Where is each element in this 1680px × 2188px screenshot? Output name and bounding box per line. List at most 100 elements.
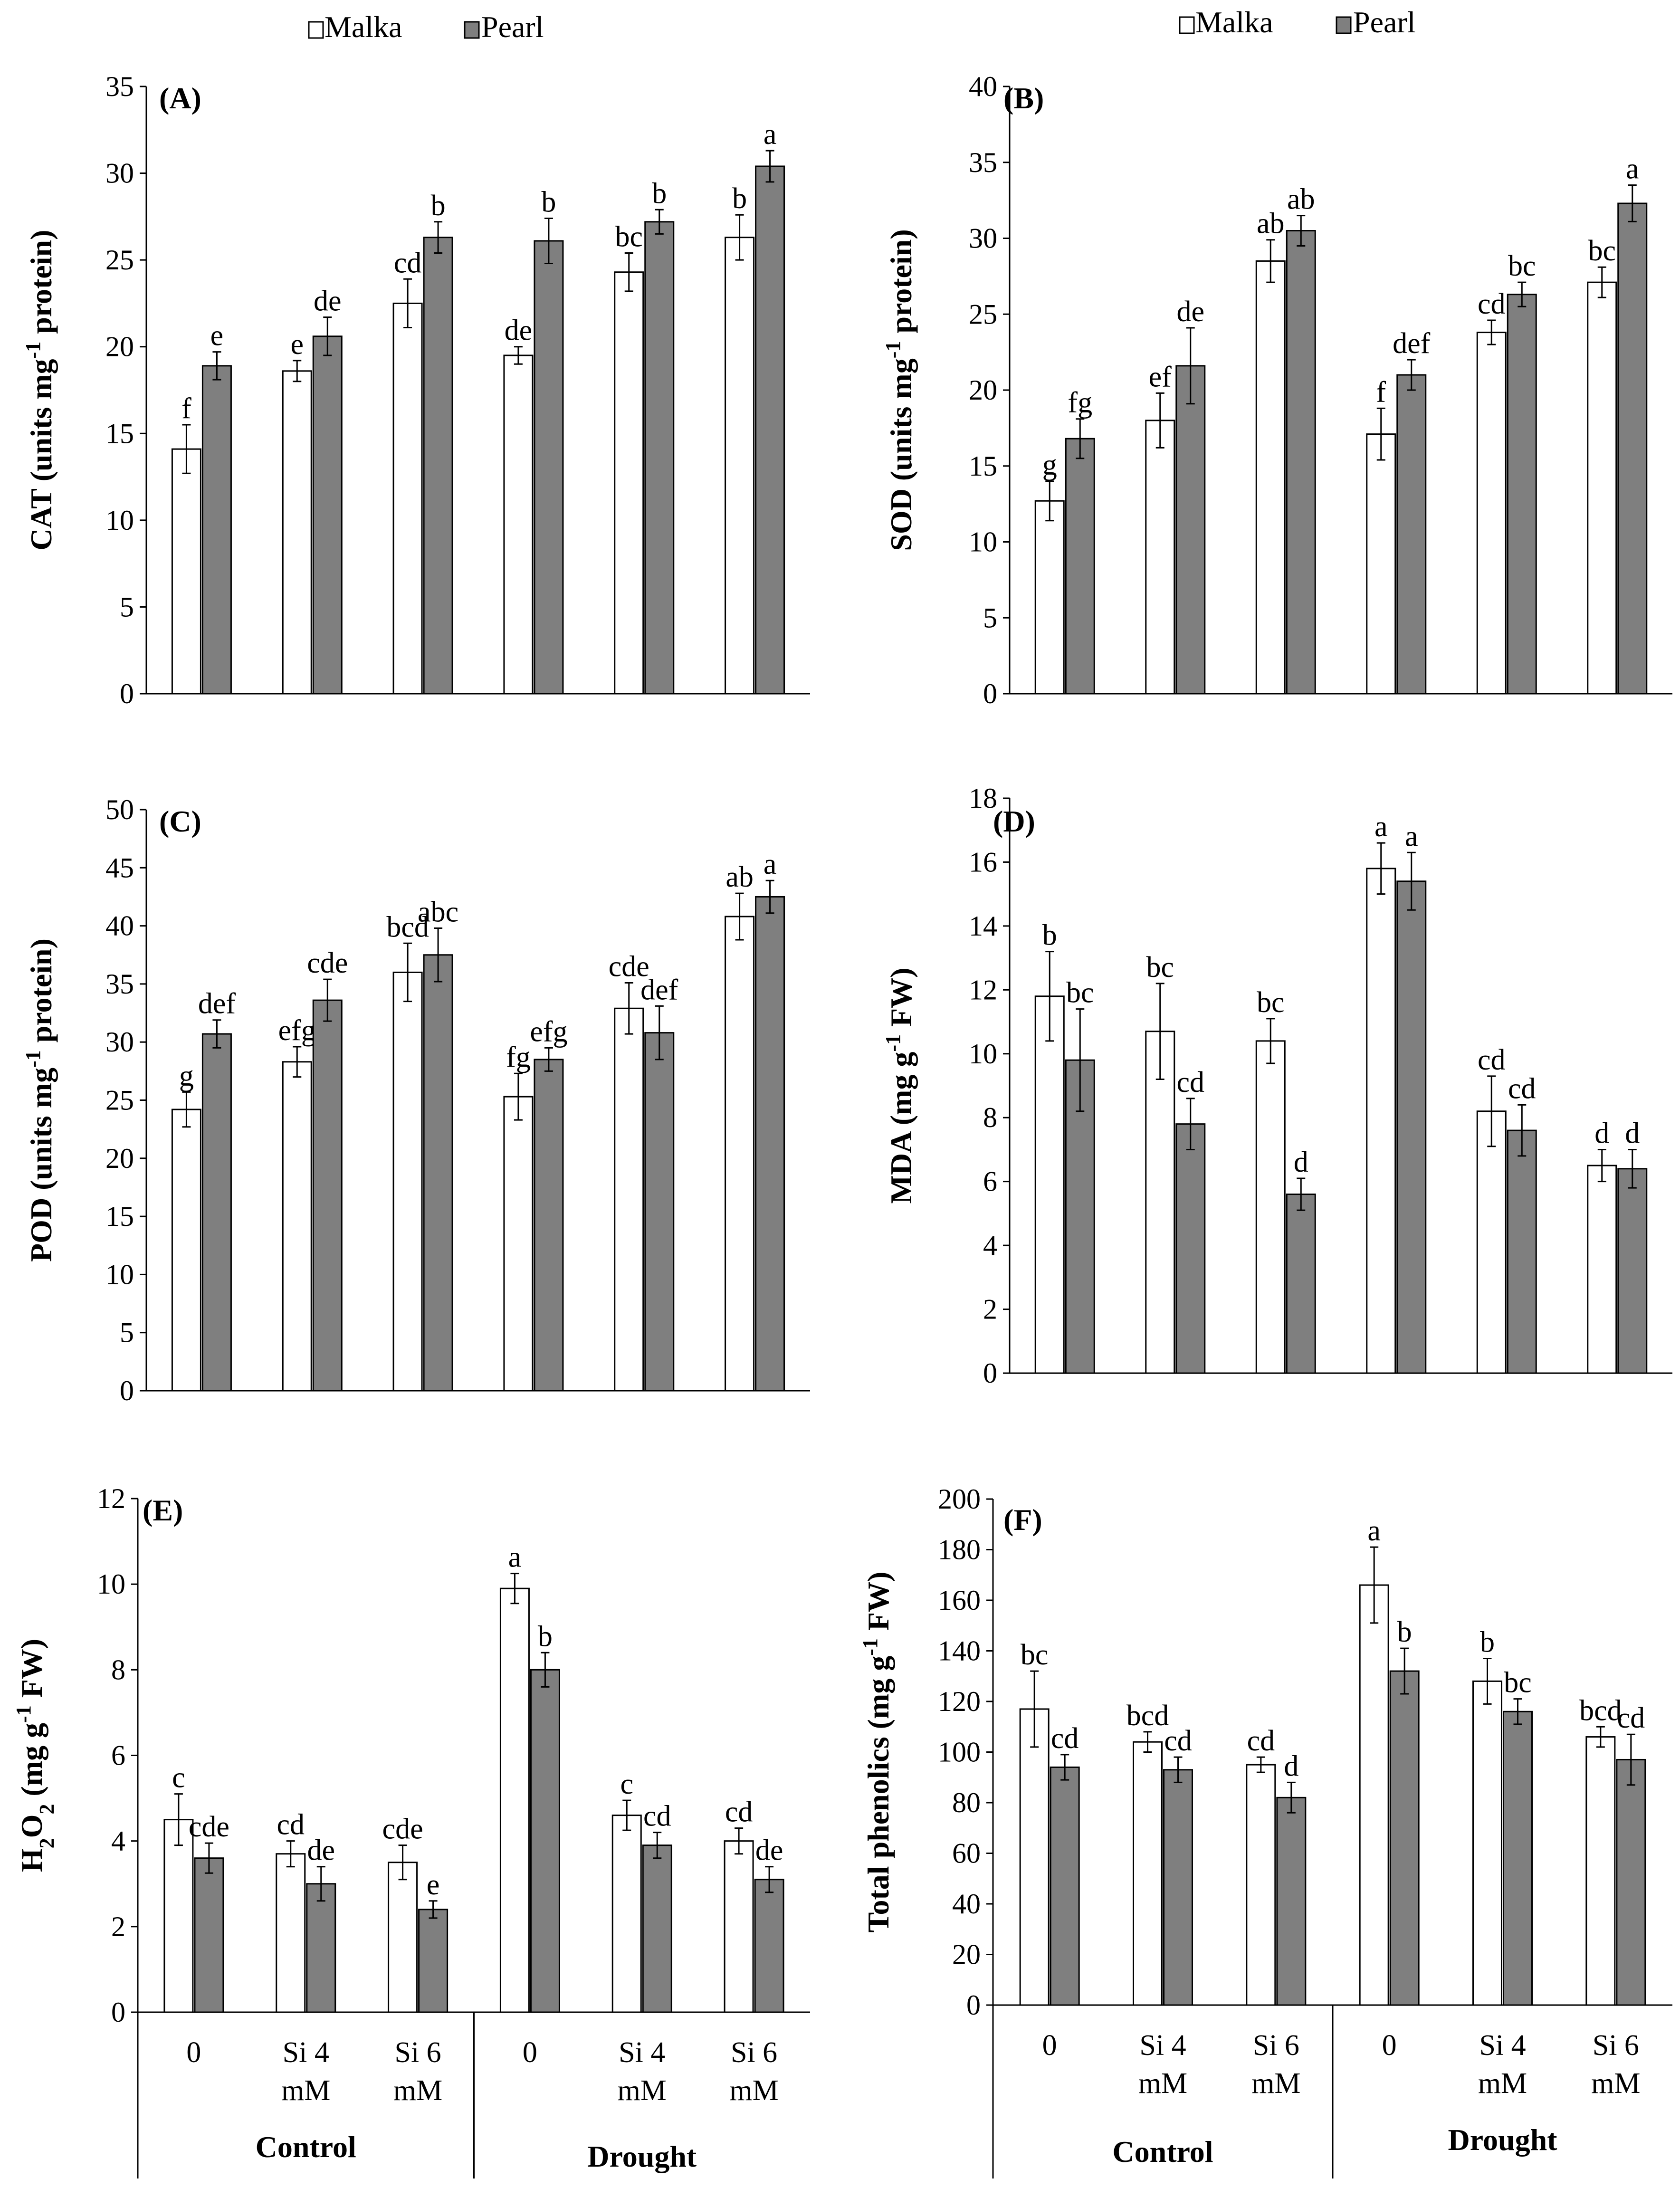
x-category-label: Si 6 mM	[729, 2036, 778, 2107]
error-bar	[1597, 1148, 1606, 1183]
bar-pearl	[754, 1879, 784, 2013]
bar-malka	[388, 1862, 418, 2013]
bar-pearl	[534, 1059, 564, 1392]
y-tick-label: 20	[952, 1939, 981, 1970]
legend-pearl-swatch	[1336, 16, 1352, 34]
x-group-label-drought: Drought	[587, 2140, 697, 2173]
y-tick-label: 200	[938, 1483, 981, 1515]
error-bar	[735, 214, 744, 261]
bar-malka	[1476, 332, 1507, 695]
panel-title: (D)	[993, 804, 1035, 838]
significance-letter: cde	[307, 947, 348, 979]
panel-title: (F)	[1003, 1503, 1042, 1537]
error-bar	[541, 1652, 550, 1688]
y-tick-label: 40	[952, 1888, 981, 1920]
significance-letter: e	[427, 1869, 440, 1901]
bar-malka	[1255, 1040, 1286, 1374]
error-bar	[1266, 1018, 1275, 1064]
y-tick-label: 4	[111, 1825, 125, 1857]
error-bar	[544, 218, 553, 264]
error-bar	[1596, 1726, 1605, 1748]
error-bar	[1400, 1647, 1409, 1695]
error-bar	[622, 1799, 631, 1831]
significance-letter: de	[1176, 296, 1204, 328]
significance-letter: g	[1042, 449, 1057, 481]
error-bar	[316, 1866, 325, 1902]
bar-malka	[614, 1007, 644, 1392]
error-bar	[1376, 842, 1385, 895]
y-tick-label: 0	[120, 678, 134, 709]
x-category-label: 0	[1042, 2029, 1057, 2062]
bar-pearl	[312, 335, 343, 695]
y-tick-label: 0	[120, 1375, 134, 1406]
error-bar	[174, 1793, 183, 1846]
error-bar	[1487, 319, 1496, 345]
error-bar	[1407, 359, 1416, 391]
y-tick-label: 5	[120, 591, 134, 622]
significance-letter: cde	[609, 950, 649, 983]
x-category-label: Si 6 mM	[1251, 2029, 1300, 2100]
error-bar	[1186, 1098, 1195, 1150]
error-bar	[212, 351, 221, 381]
legend-malka-label: Malka	[325, 10, 402, 44]
error-bar	[653, 1832, 662, 1859]
y-tick-label: 6	[983, 1166, 997, 1197]
y-tick-label: 30	[105, 158, 134, 189]
legend-pearl-label: Pearl	[1353, 5, 1416, 39]
x-category-label: Si 4 mM	[281, 2036, 330, 2107]
y-tick-label: 30	[969, 223, 997, 254]
error-bar	[182, 424, 191, 474]
y-tick-label: 35	[969, 147, 997, 178]
y-tick-label: 10	[105, 1259, 134, 1290]
significance-letter: de	[505, 315, 533, 347]
significance-letter: b	[541, 186, 556, 219]
significance-letter: ef	[1149, 361, 1172, 393]
significance-letter: b	[652, 177, 667, 210]
error-bar	[1513, 1698, 1522, 1725]
bar-pearl	[312, 999, 343, 1392]
bar-pearl	[644, 221, 675, 695]
significance-letter: bc	[1504, 1667, 1532, 1699]
error-bar	[1487, 1075, 1496, 1147]
y-tick-label: 10	[97, 1568, 125, 1600]
bar-malka	[1587, 1165, 1617, 1374]
significance-letter: bc	[1066, 977, 1094, 1009]
error-bar	[1155, 983, 1165, 1080]
y-axis-label: POD (units mg-1 protein)	[21, 938, 58, 1262]
y-tick-label: 8	[111, 1654, 125, 1685]
significance-letter: bc	[1257, 986, 1285, 1019]
significance-letter: cd	[1617, 1702, 1645, 1734]
error-bar	[1287, 1781, 1296, 1814]
legend-right: Malka Pearl	[1179, 5, 1416, 39]
error-bar	[1628, 184, 1637, 222]
significance-letter: cd	[394, 247, 422, 279]
error-bar	[544, 1047, 553, 1072]
bar-malka	[503, 354, 534, 695]
y-tick-label: 35	[105, 71, 134, 102]
error-bar	[293, 360, 302, 382]
y-tick-label: 160	[938, 1585, 981, 1616]
error-bar	[1045, 951, 1054, 1042]
bar-malka	[1366, 433, 1396, 695]
y-tick-label: 18	[969, 783, 997, 814]
bar-pearl	[423, 954, 453, 1392]
bar-malka	[1145, 420, 1175, 695]
y-tick-label: 100	[938, 1737, 981, 1768]
error-bar	[403, 942, 412, 1003]
bar-pearl	[755, 896, 785, 1392]
error-bar	[323, 316, 332, 356]
bar-malka	[725, 237, 755, 695]
bar-pearl	[1065, 438, 1095, 695]
significance-letter: ab	[1257, 208, 1285, 240]
bar-malka	[1034, 500, 1065, 695]
significance-letter: cd	[1247, 1725, 1275, 1757]
y-tick-label: 25	[105, 244, 134, 276]
error-bar	[429, 1900, 438, 1919]
bar-pearl	[1503, 1710, 1533, 2006]
significance-letter: cd	[725, 1796, 753, 1828]
error-bar	[1030, 1670, 1039, 1748]
bar-malka	[1359, 1584, 1389, 2006]
legend-malka-swatch	[1179, 16, 1195, 34]
significance-letter: cd	[1508, 1072, 1536, 1105]
